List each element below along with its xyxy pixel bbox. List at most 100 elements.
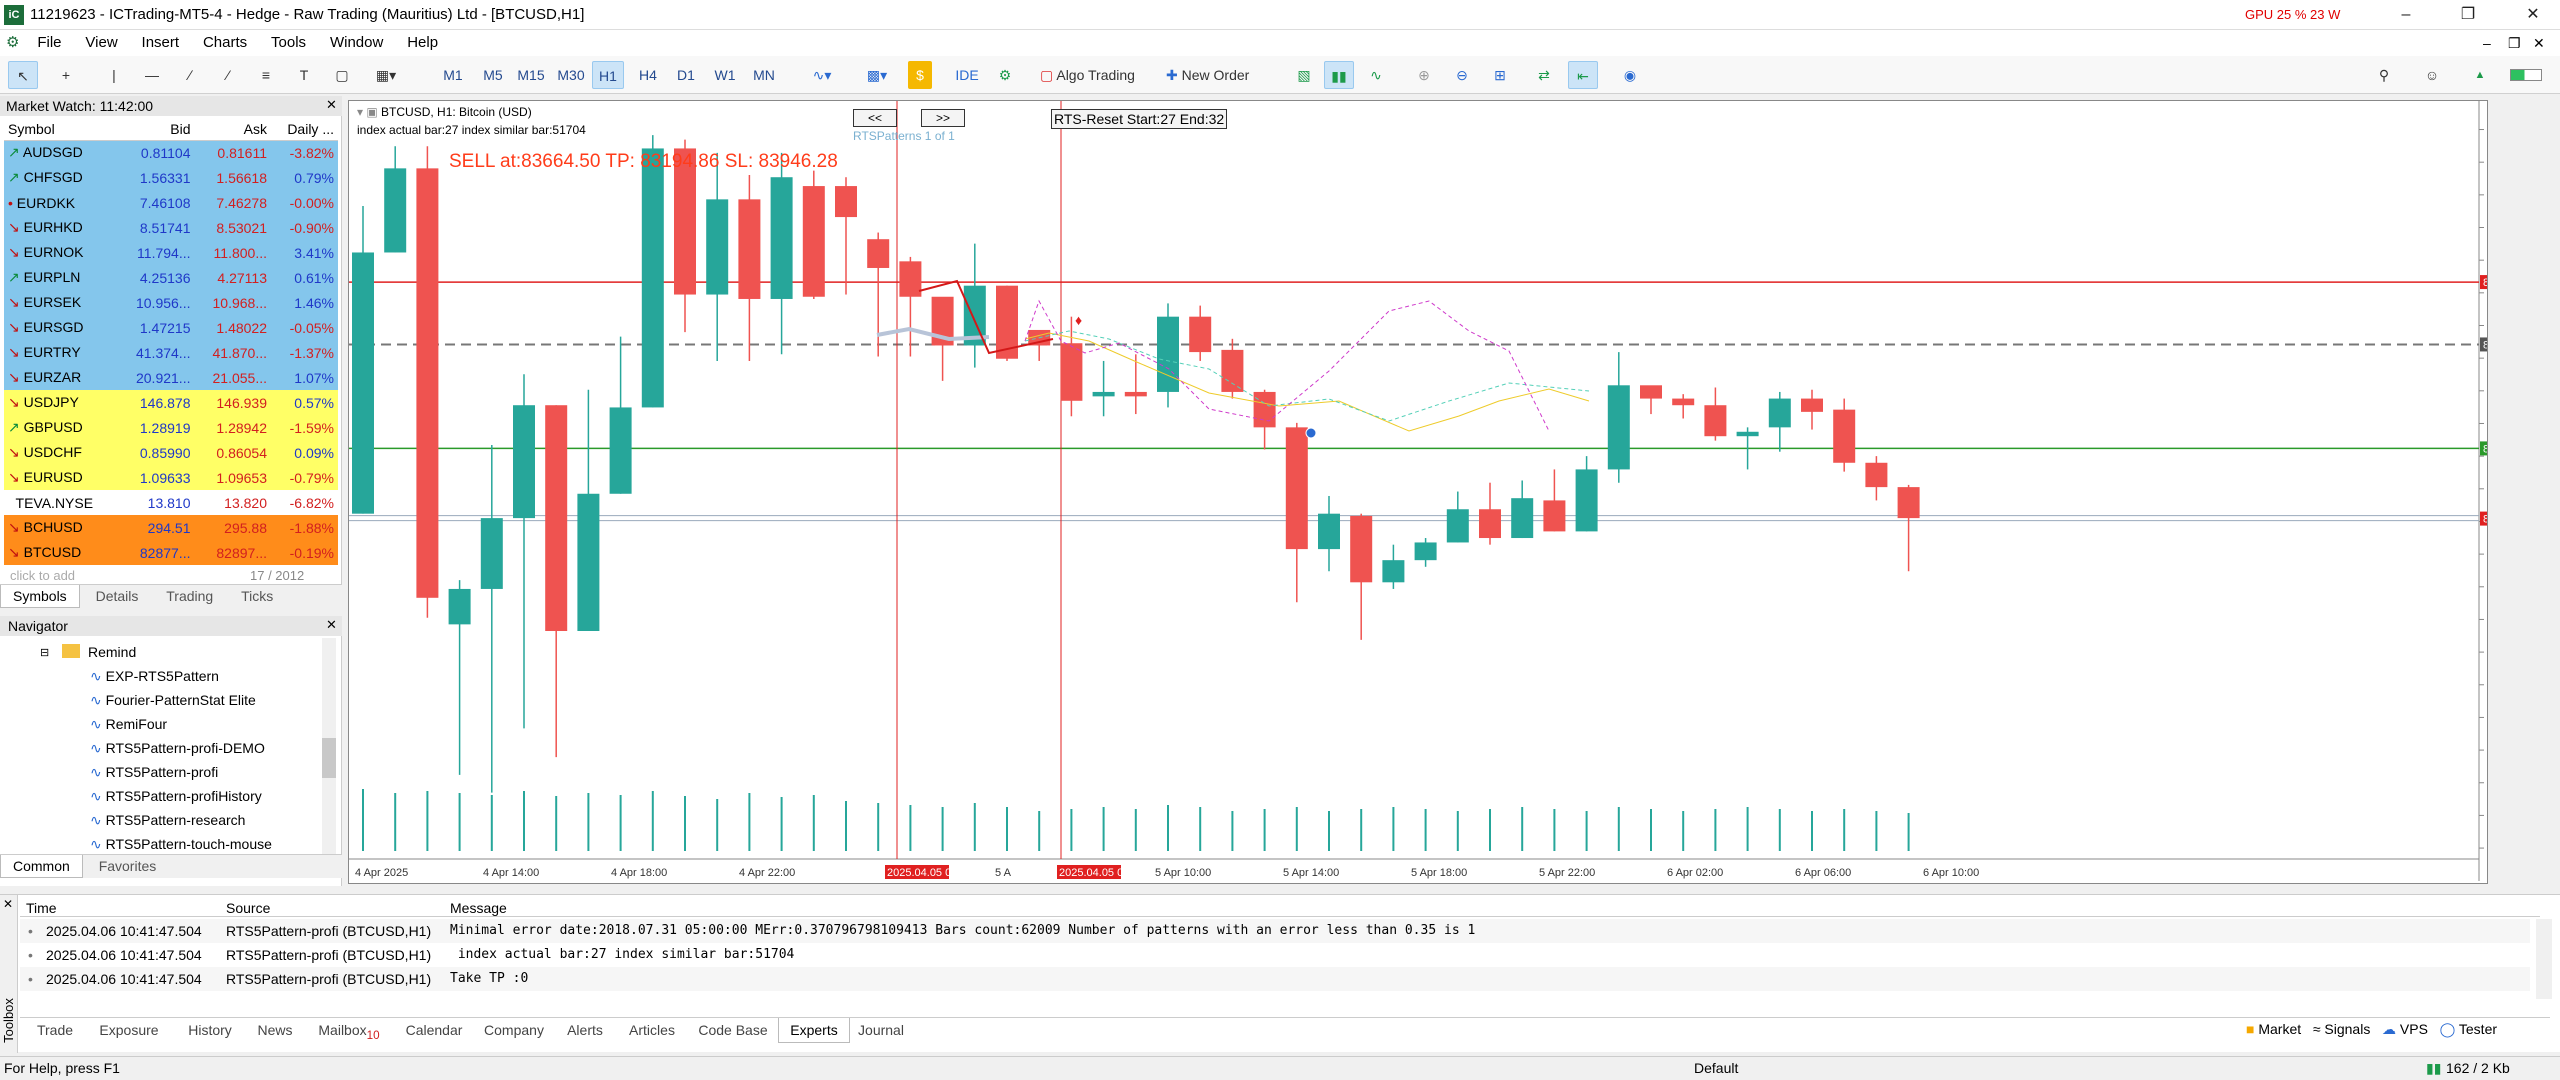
tf-m15[interactable]: M15 xyxy=(517,67,545,83)
tab-experts[interactable]: Experts xyxy=(778,1018,850,1043)
tab-alerts[interactable]: Alerts xyxy=(567,1022,603,1038)
channel-icon[interactable]: ⁄ xyxy=(226,67,230,83)
log-row[interactable]: • 2025.04.06 10:41:47.504 RTS5Pattern-prof… xyxy=(20,919,2530,943)
tab-articles[interactable]: Articles xyxy=(629,1022,675,1038)
market-row-usdjpy[interactable]: ↘ USDJPY 146.878 146.939 0.57% xyxy=(4,390,338,415)
chart-type-icon[interactable]: ∿▾ xyxy=(812,67,832,83)
horizontal-line-icon[interactable]: — xyxy=(145,67,159,83)
market-row-btcusd[interactable]: ↘ BTCUSD 82877... 82897... -0.19% xyxy=(4,540,338,565)
tab-history[interactable]: History xyxy=(188,1022,232,1038)
col-bid[interactable]: Bid xyxy=(117,118,195,141)
objects-icon[interactable]: ▦▾ xyxy=(375,67,397,83)
close-toolbox-icon[interactable]: ✕ xyxy=(3,897,14,911)
market-row-eurusd[interactable]: ↘ EURUSD 1.09633 1.09653 -0.79% xyxy=(4,465,338,490)
tf-h1[interactable]: H1 xyxy=(592,61,624,89)
search-icon[interactable]: ⚲ xyxy=(2378,67,2390,83)
child-restore-icon[interactable]: ❐ xyxy=(2508,35,2521,51)
navigator-item[interactable]: ∿ Fourier-PatternStat Elite xyxy=(90,692,256,708)
dollar-icon[interactable]: $ xyxy=(908,61,932,89)
market-row-chfsgd[interactable]: ↗ CHFSGD 1.56331 1.56618 0.79% xyxy=(4,165,338,190)
menu-window[interactable]: Window xyxy=(329,34,384,51)
screenshot-icon[interactable]: ◉ xyxy=(1623,67,1637,83)
app-menu-icon[interactable]: ⚙ xyxy=(6,34,20,51)
crosshair-icon[interactable]: + xyxy=(61,67,71,83)
market-row-usdchf[interactable]: ↘ USDCHF 0.85990 0.86054 0.09% xyxy=(4,440,338,465)
new-order-button[interactable]: ✚ New Order xyxy=(1166,67,1250,83)
fibonacci-icon[interactable]: ≡ xyxy=(261,67,271,83)
market-row-eursgd[interactable]: ↘ EURSGD 1.47215 1.48022 -0.05% xyxy=(4,315,338,340)
price-scale[interactable] xyxy=(2487,201,2491,205)
market-row-eurnok[interactable]: ↘ EURNOK 11.794... 11.800... 3.41% xyxy=(4,240,338,265)
col-symbol[interactable]: Symbol xyxy=(4,118,118,141)
tile-windows-icon[interactable]: ⊞ xyxy=(1494,67,1506,83)
navigator-item[interactable]: ∿ RTS5Pattern-profi-DEMO xyxy=(90,740,265,756)
vertical-line-icon[interactable]: | xyxy=(112,67,116,83)
prev-pattern-button[interactable]: << xyxy=(853,109,897,127)
child-close-icon[interactable]: ✕ xyxy=(2533,35,2545,51)
tab-common[interactable]: Common xyxy=(0,855,83,878)
col-ask[interactable]: Ask xyxy=(194,118,271,141)
child-minimize-icon[interactable]: – xyxy=(2483,35,2491,51)
vps-link[interactable]: ☁ VPS xyxy=(2382,1021,2428,1037)
col-source[interactable]: Source xyxy=(226,900,271,916)
tab-exposure[interactable]: Exposure xyxy=(99,1022,159,1038)
navigator-item[interactable]: ∿ RTS5Pattern-profiHistory xyxy=(90,788,262,804)
log-scrollbar[interactable] xyxy=(2536,919,2552,999)
tab-trade[interactable]: Trade xyxy=(36,1022,74,1038)
rts-reset-button[interactable]: RTS-Reset Start:27 End:32 xyxy=(1051,109,1228,129)
maximize-button[interactable]: ❐ xyxy=(2460,6,2476,23)
algo-trading-button[interactable]: ▢ Algo Trading xyxy=(1040,67,1135,83)
close-button[interactable]: ✕ xyxy=(2526,6,2540,23)
tab-details[interactable]: Details xyxy=(95,588,139,604)
profile-name[interactable]: Default xyxy=(1694,1060,1739,1076)
tf-w1[interactable]: W1 xyxy=(714,67,736,83)
tf-m30[interactable]: M30 xyxy=(557,67,585,83)
tab-mailbox[interactable]: Mailbox10 xyxy=(318,1022,380,1042)
click-to-add[interactable]: click to add xyxy=(10,568,76,583)
market-row-eurzar[interactable]: ↘ EURZAR 20.921... 21.055... 1.07% xyxy=(4,365,338,390)
navigator-item[interactable]: ∿ RTS5Pattern-touch-mouse xyxy=(90,836,272,852)
market-row-audsgd[interactable]: ↗ AUDSGD 0.81104 0.81611 -3.82% xyxy=(4,140,338,165)
settings-icon[interactable]: ⚙ xyxy=(998,67,1012,83)
bars-icon[interactable]: ▧ xyxy=(1297,67,1311,83)
tab-journal[interactable]: Journal xyxy=(858,1022,904,1038)
navigator-item[interactable]: ∿ EXP-RTS5Pattern xyxy=(90,668,219,684)
account-icon[interactable]: ☺ xyxy=(2424,67,2440,83)
close-navigator-icon[interactable]: ✕ xyxy=(326,617,337,632)
next-pattern-button[interactable]: >> xyxy=(921,109,965,127)
tf-h4[interactable]: H4 xyxy=(639,67,657,83)
tab-symbols[interactable]: Symbols xyxy=(0,585,80,608)
navigator-item[interactable]: ∿ RemiFour xyxy=(90,716,168,732)
shapes-icon[interactable]: ▢ xyxy=(335,67,349,83)
navigator-item[interactable]: ∿ RTS5Pattern-research xyxy=(90,812,246,828)
menu-view[interactable]: View xyxy=(85,34,118,51)
autoscroll-icon[interactable]: ⇄ xyxy=(1538,67,1550,83)
tab-code-base[interactable]: Code Base xyxy=(698,1022,768,1038)
chart-shift-icon[interactable]: ⇤ xyxy=(1568,61,1598,89)
indicators-icon[interactable]: ▩▾ xyxy=(866,67,888,83)
chart-window[interactable]: 84635.4584487.9084340.3584192.8084045.25… xyxy=(348,100,2488,884)
candles-icon[interactable]: ▮▮ xyxy=(1324,61,1354,89)
tester-link[interactable]: ◯ Tester xyxy=(2439,1021,2498,1037)
trendline-icon[interactable]: ∕ xyxy=(188,67,192,83)
tab-calendar[interactable]: Calendar xyxy=(405,1022,463,1038)
text-icon[interactable]: T xyxy=(299,67,309,83)
col-message[interactable]: Message xyxy=(450,900,507,916)
minimize-button[interactable]: – xyxy=(2401,6,2411,23)
market-row-gbpusd[interactable]: ↗ GBPUSD 1.28919 1.28942 -1.59% xyxy=(4,415,338,440)
col-daily[interactable]: Daily ... xyxy=(271,118,338,141)
menu-tools[interactable]: Tools xyxy=(271,34,307,51)
collapse-icon[interactable]: ⊟ xyxy=(40,647,50,659)
ide-button[interactable]: IDE xyxy=(955,67,979,83)
tab-favorites[interactable]: Favorites xyxy=(98,858,157,874)
navigator-scrollbar[interactable] xyxy=(322,638,336,864)
tab-ticks[interactable]: Ticks xyxy=(241,588,274,604)
market-row-teva-nyse[interactable]: TEVA.NYSE 13.810 13.820 -6.82% xyxy=(4,490,338,515)
tf-d1[interactable]: D1 xyxy=(677,67,695,83)
tf-mn[interactable]: MN xyxy=(753,67,775,83)
navigator-item[interactable]: ∿ RTS5Pattern-profi xyxy=(90,764,219,780)
cursor-icon[interactable]: ↖ xyxy=(8,61,38,89)
market-row-eurpln[interactable]: ↗ EURPLN 4.25136 4.27113 0.61% xyxy=(4,265,338,290)
zoom-out-icon[interactable]: ⊖ xyxy=(1456,67,1468,83)
market-row-eurdkk[interactable]: • EURDKK 7.46108 7.46278 -0.00% xyxy=(4,190,338,215)
